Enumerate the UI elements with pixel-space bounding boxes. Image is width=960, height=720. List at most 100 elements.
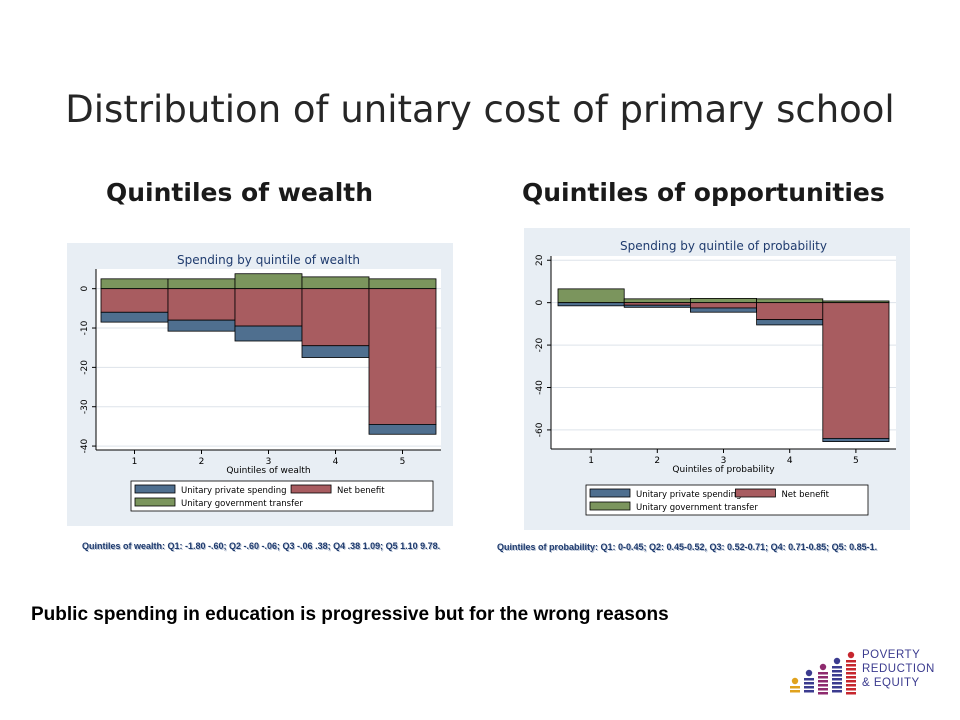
x-tick-label: 4 [787,456,793,466]
logo-figure-stripe [832,682,842,685]
logo-figure-stripe [818,688,828,691]
logo-figure-stripe [846,672,856,675]
logo-figure-stripe [832,678,842,681]
x-tick-label: 2 [654,456,660,466]
logo-figure-stripe [846,676,856,679]
logo-figure-stripe [818,676,828,679]
bar-private-spending [557,302,625,307]
logo-figure-stripe [832,670,842,673]
y-tick-label: 20 [535,254,545,266]
legend-label: Unitary government transfer [181,499,303,509]
bar-government-transfer [623,298,691,304]
logo-figure-stripe [804,678,814,681]
probability-chart: Spending by quintile of probability 20 0 -2… [524,228,910,530]
bar-net-benefit [689,302,757,309]
bar-government-transfer [100,278,169,290]
bar-government-transfer [689,298,757,304]
legend-label: Unitary private spending [181,486,286,496]
legend-swatch [589,501,631,511]
legend-swatch [134,497,176,507]
chart-title: Spending by quintile of probability [620,239,827,253]
bar-net-benefit [756,302,824,321]
x-tick-label: 3 [721,456,727,466]
bar-private-spending [167,319,236,332]
y-tick-label: -20 [80,360,90,375]
logo-figure-stripe [846,684,856,687]
logo-figure-head [805,669,813,677]
legend-label: Net benefit [337,486,385,496]
logo-figure-head [791,677,799,685]
legend-swatch [134,484,176,494]
y-tick-label: -40 [535,380,545,395]
bar-net-benefit [822,302,890,439]
y-tick-label: -10 [80,320,90,335]
logo-figure-head [847,651,855,659]
bar-private-spending [756,319,824,326]
logo-figure-stripe [818,672,828,675]
x-tick-label: 1 [588,456,594,466]
bar-government-transfer [368,278,437,290]
logo-figure-stripe [818,692,828,695]
logo-figure-stripe [846,680,856,683]
bar-net-benefit [167,288,236,321]
x-tick-label: 4 [333,457,339,467]
x-tick-label: 5 [400,457,406,467]
wealth-quintile-note: Quintiles of wealth: Q1: -1.80 -.60; Q2 … [82,541,441,551]
legend-label: Unitary private spending [636,490,741,500]
logo-figure-head [833,657,841,665]
y-tick-label: -20 [535,337,545,352]
logo-line-1: POVERTY [862,649,921,661]
bar-government-transfer [756,298,824,304]
logo-figure-stripe [804,682,814,685]
x-axis-label: Quintiles of probability [672,465,775,475]
x-tick-label: 5 [853,456,859,466]
legend-label: Unitary government transfer [636,503,758,513]
logo-figure-stripe [846,688,856,691]
bar-government-transfer [301,276,370,290]
legend-swatch [589,488,631,498]
x-axis-label: Quintiles of wealth [226,466,310,476]
logo-figure-stripe [832,690,842,693]
bar-private-spending [368,424,437,435]
bar-government-transfer [234,273,303,290]
bar-net-benefit [368,288,437,425]
logo-figure-stripe [804,690,814,693]
logo-figure-stripe [846,664,856,667]
logo-figure-stripe [790,686,800,689]
bar-government-transfer [167,278,236,290]
x-tick-label: 3 [266,457,272,467]
y-tick-label: 0 [80,286,90,292]
legend-box [585,484,869,516]
bar-private-spending [100,311,169,323]
bar-private-spending [234,325,303,342]
legend-swatch [290,484,332,494]
bar-private-spending [689,307,757,313]
y-tick-label: -60 [535,422,545,437]
wealth-chart: Spending by quintile of wealth 0 -10 -20 -30… [67,243,453,526]
bar-private-spending [301,345,370,358]
logo-figure-stripe [832,674,842,677]
chart-title: Spending by quintile of wealth [177,253,360,267]
y-tick-label: -40 [80,438,90,453]
people-icon [790,651,856,695]
logo-figure-stripe [818,684,828,687]
subheading-wealth: Quintiles of wealth [106,178,374,207]
logo-figure-stripe [832,666,842,669]
logo-figure-stripe [832,686,842,689]
logo-figure-head [819,663,827,671]
bar-net-benefit [100,288,169,313]
bar-government-transfer [557,288,625,304]
logo-line-3: & EQUITY [862,677,920,689]
logo-figure-stripe [790,690,800,693]
legend-swatch [735,488,776,498]
bar-net-benefit [301,288,370,347]
logo-figure-stripe [846,660,856,663]
bar-private-spending [822,437,890,442]
probability-quintile-note: Quintiles of probability: Q1: 0-0.45; Q2… [497,542,878,552]
logo-line-2: REDUCTION [862,663,935,675]
slide-title: Distribution of unitary cost of primary … [65,88,895,131]
logo-figure-stripe [846,668,856,671]
y-tick-label: -30 [80,399,90,414]
legend-label: Net benefit [781,490,829,500]
logo-figure-stripe [804,686,814,689]
